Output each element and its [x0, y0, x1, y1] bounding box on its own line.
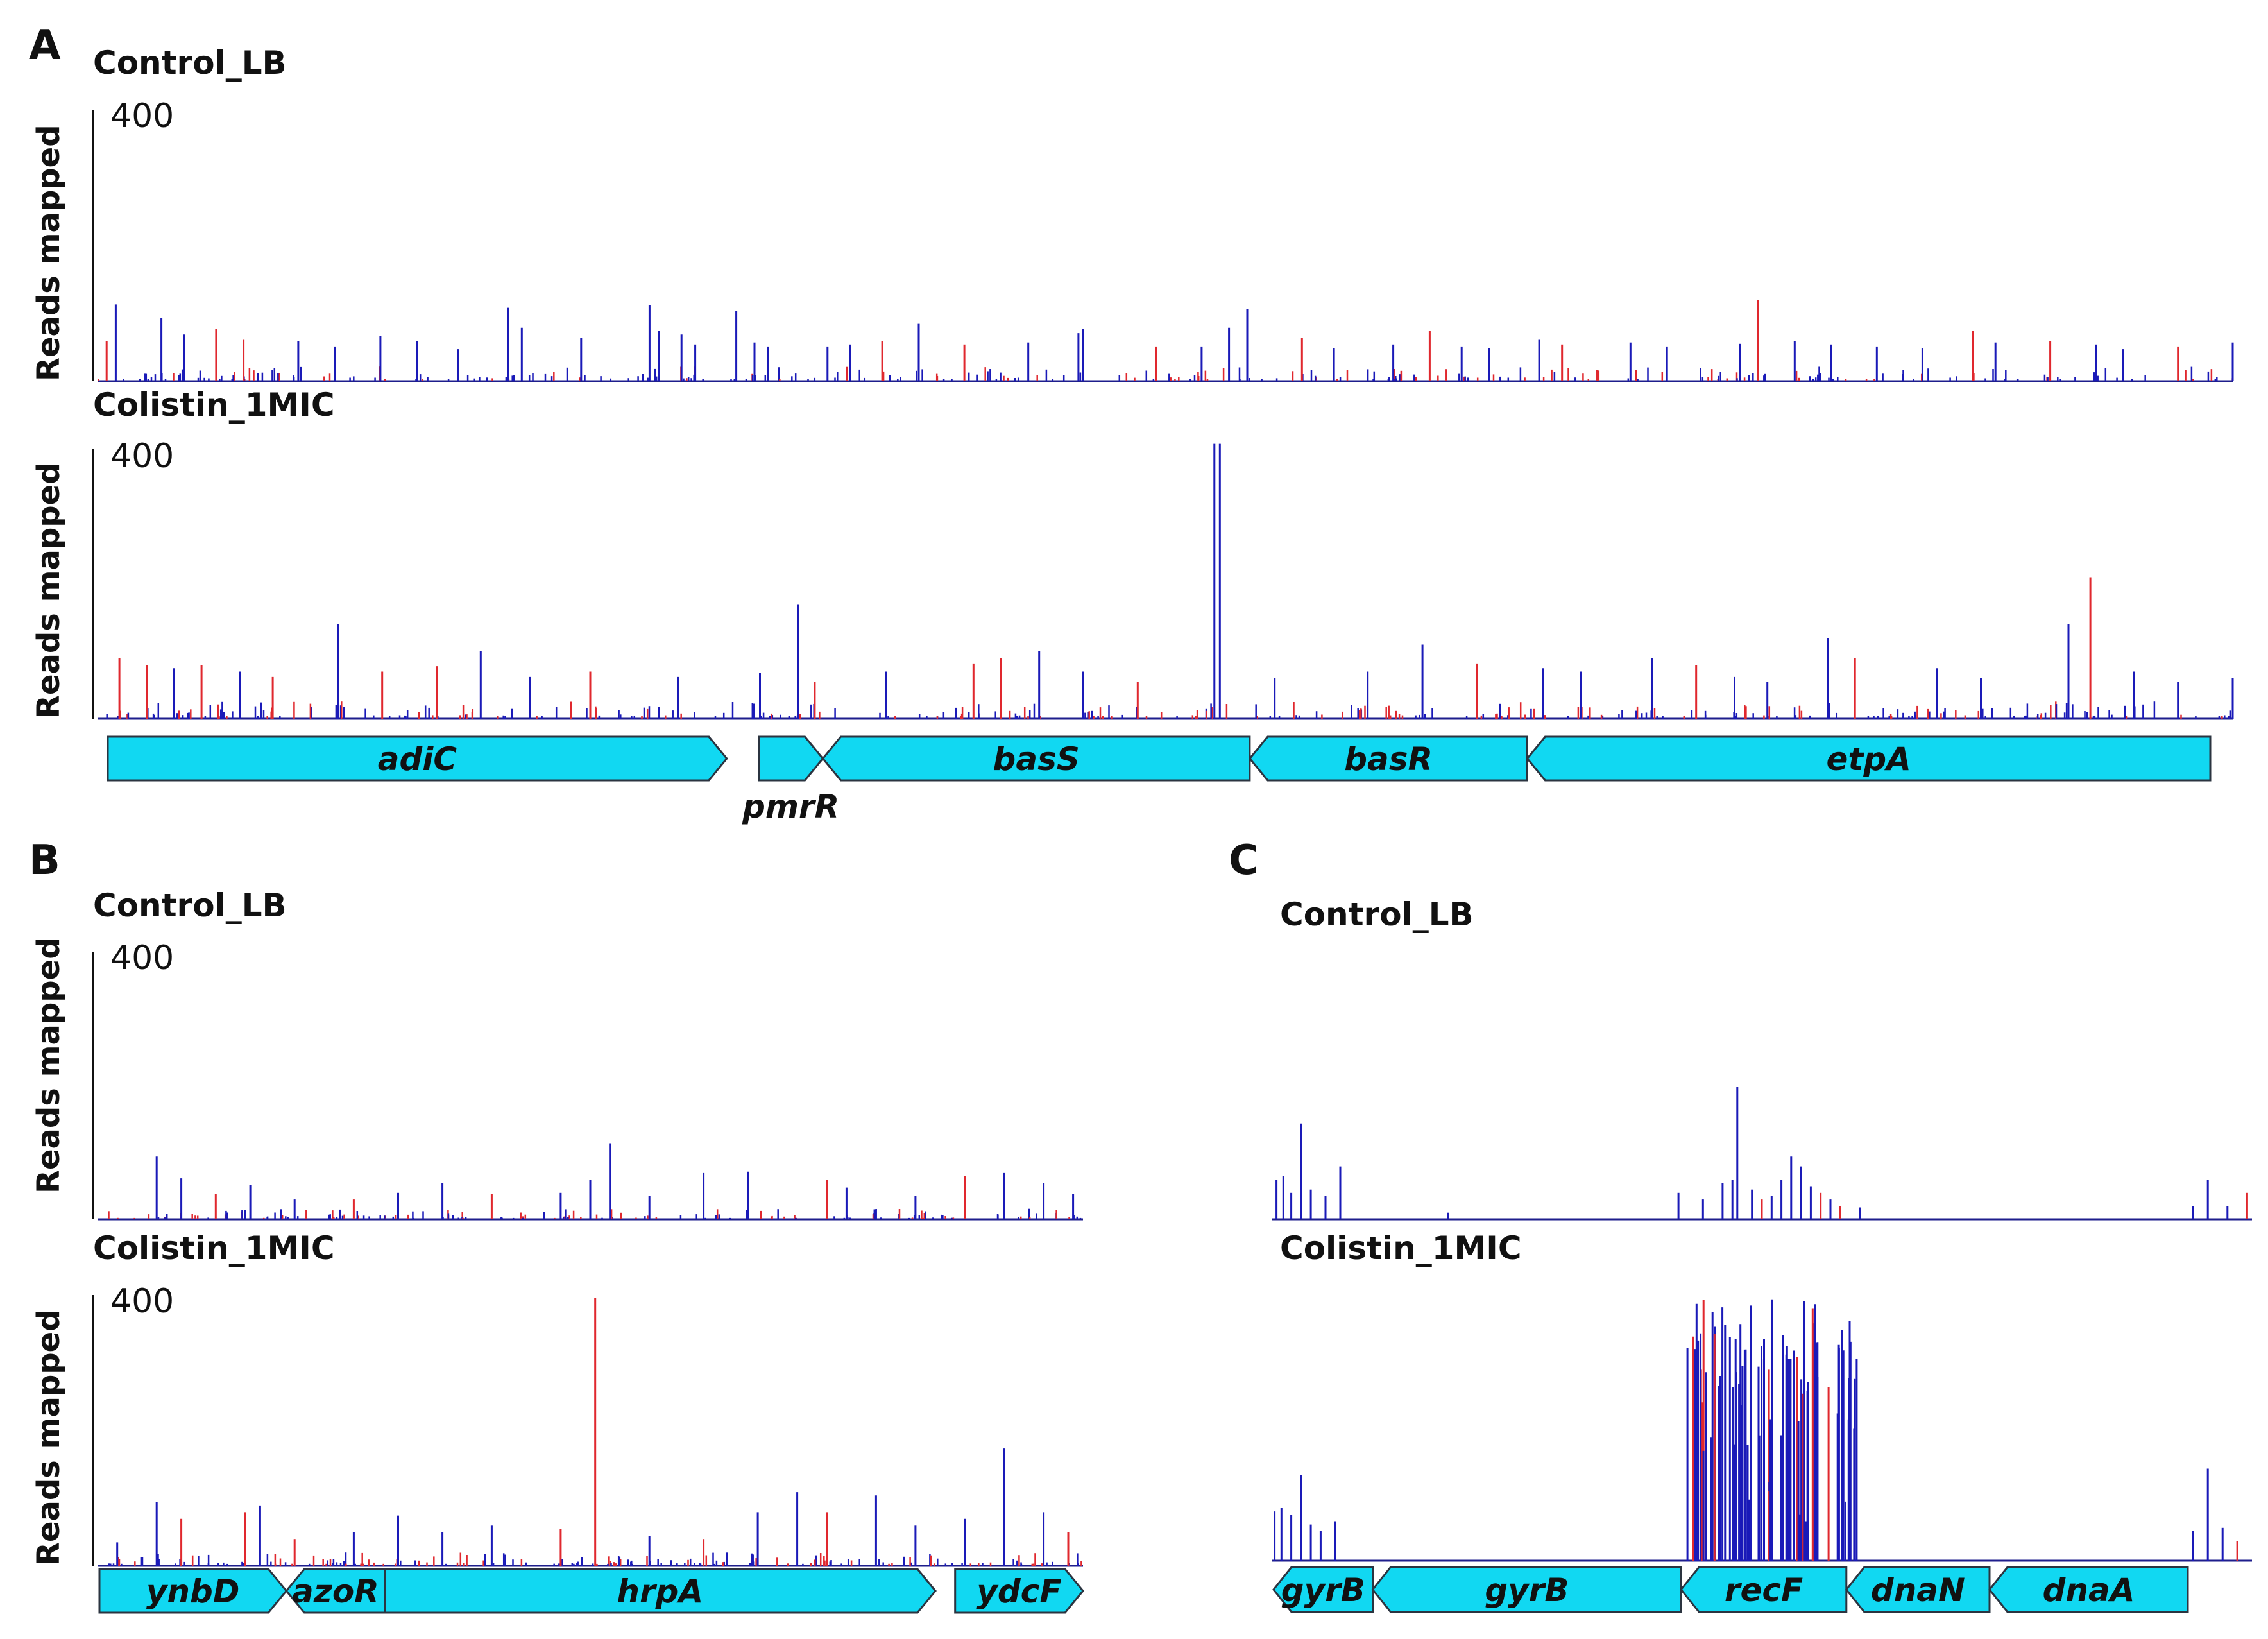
gene-label-pmrR-1: pmrR [742, 788, 839, 825]
gene-arrow-gyrB-1 [1371, 1566, 1682, 1613]
gene-label-dnaA-4: dnaA [2043, 1572, 2135, 1609]
panel-a-track2-title: Colistin_1MIC [93, 386, 335, 424]
panel-b-track2-ytick: 400 [110, 1282, 174, 1321]
gene-arrow-recF-2 [1680, 1566, 1848, 1613]
panel-c-track2-title: Colistin_1MIC [1280, 1230, 1522, 1267]
panel-a-track1-bars [98, 300, 2234, 382]
panel-c-track2-bars [1272, 1299, 2252, 1562]
gene-arrow-gyrB-0 [1272, 1566, 1374, 1613]
panel-c-letter: C [1229, 837, 1259, 884]
panel-a-track2-bars [98, 443, 2234, 720]
gene-label-hrpA-2: hrpA [617, 1573, 703, 1610]
gene-label-gyrB-1: gyrB [1485, 1572, 1569, 1609]
panel-b-track1-ytick: 400 [110, 939, 174, 977]
gene-label-etpA-4: etpA [1827, 741, 1911, 778]
panel-a-track2-ytick: 400 [110, 437, 174, 476]
gene-arrow-etpA-4 [1526, 735, 2212, 782]
gene-arrow-azoR-1 [285, 1568, 386, 1614]
gene-label-azoR-1: azoR [292, 1573, 379, 1610]
gene-label-ynbD-0: ynbD [146, 1573, 239, 1610]
panel-b: B Control_LB Reads mapped 400 Colistin_1… [29, 837, 1084, 1614]
gene-arrow-adiC-0 [107, 735, 728, 782]
panel-a-gene-track: adiC pmrR basS basR etpA [107, 735, 2212, 825]
panel-b-gene-track: ynbD azoR hrpA ydcF [98, 1568, 1084, 1614]
panel-c-track1-bars [1272, 1087, 2252, 1221]
panel-c: C Control_LB Colistin_1MIC gyrB gyrB recF d… [1229, 837, 2252, 1613]
gene-label-recF-2: recF [1725, 1572, 1803, 1609]
panel-b-track2-title: Colistin_1MIC [93, 1230, 335, 1267]
panel-c-track1-title: Control_LB [1280, 896, 1474, 933]
gene-arrow-dnaN-3 [1845, 1566, 1991, 1613]
panel-c-gene-track: gyrB gyrB recF dnaN dnaA [1272, 1566, 2189, 1613]
gene-arrow-dnaA-4 [1988, 1566, 2189, 1613]
panel-b-track2-ylabel: Reads mapped [31, 1309, 67, 1566]
gene-arrow-ynbD-0 [98, 1568, 288, 1614]
gene-arrow-basR-3 [1248, 735, 1528, 782]
gene-label-adiC-0: adiC [378, 741, 457, 778]
panel-b-track1-title: Control_LB [93, 887, 287, 924]
gene-label-gyrB-0: gyrB [1281, 1572, 1365, 1609]
panel-a-track1-title: Control_LB [93, 44, 287, 82]
panel-a-track2-ylabel: Reads mapped [31, 462, 67, 719]
gene-arrow-basS-2 [821, 735, 1251, 782]
panel-b-track2-bars [98, 1298, 1083, 1567]
gene-label-dnaN-3: dnaN [1871, 1572, 1965, 1609]
gene-arrow-hrpA-2 [384, 1568, 937, 1614]
panel-a-track1-ytick: 400 [110, 97, 174, 135]
panel-b-track1-ylabel: Reads mapped [31, 937, 67, 1194]
panel-a: A Control_LB Reads mapped 400 Colistin_1… [29, 22, 2234, 825]
panel-a-letter: A [29, 22, 61, 69]
gene-arrow-pmrR-1 [758, 735, 824, 782]
panel-b-track1-bars [98, 1143, 1083, 1221]
panel-b-letter: B [29, 837, 60, 884]
gene-arrow-ydcF-3 [954, 1568, 1084, 1614]
panel-a-track1-ylabel: Reads mapped [31, 124, 67, 381]
gene-label-basR-3: basR [1344, 741, 1433, 778]
gene-label-ydcF-3: ydcF [976, 1573, 1061, 1610]
gene-label-basS-2: basS [993, 741, 1080, 778]
